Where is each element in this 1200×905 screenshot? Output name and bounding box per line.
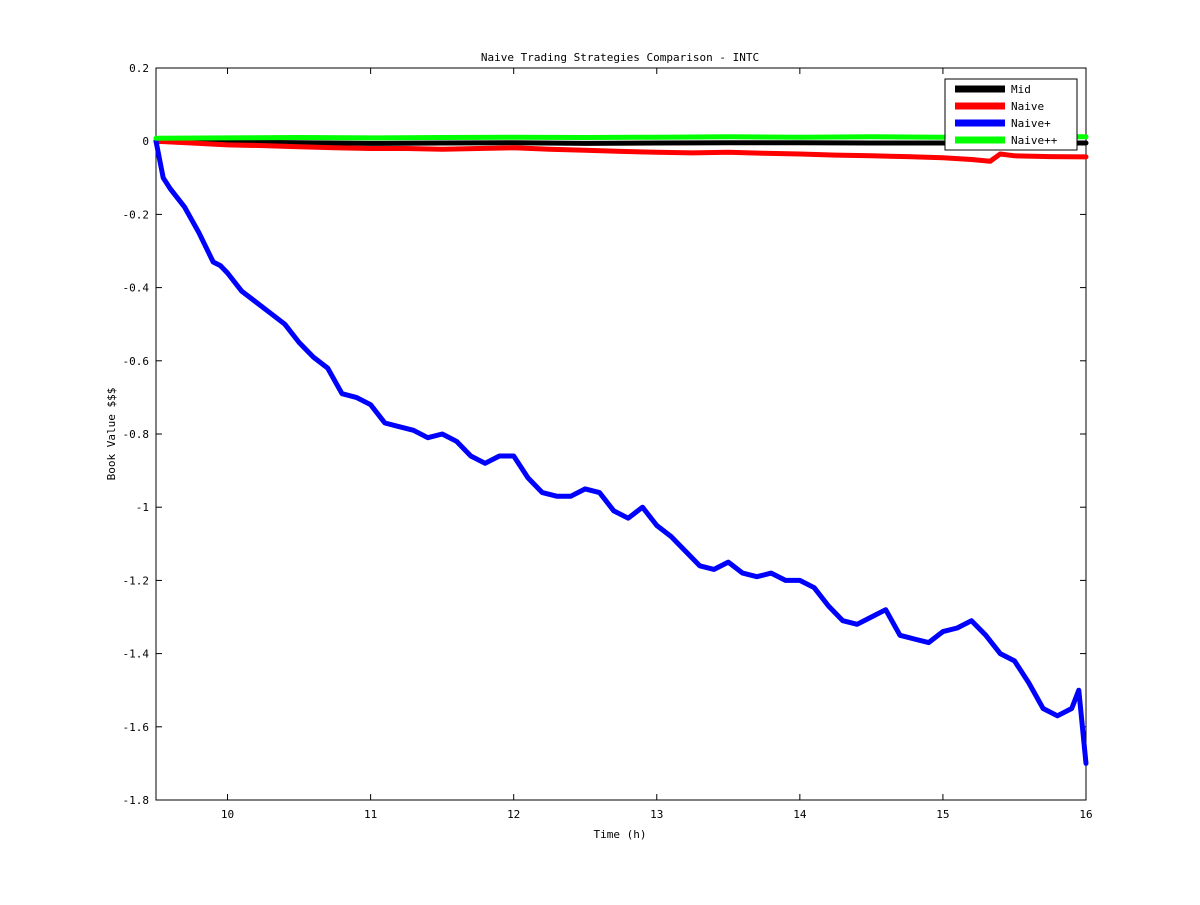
y-axis-label: Book Value $$$ [105, 388, 118, 481]
x-tick-label: 13 [650, 808, 663, 821]
x-tick-label: 11 [364, 808, 377, 821]
y-tick-label: -1.8 [123, 794, 150, 807]
y-tick-label: -0.8 [123, 428, 150, 441]
y-tick-label: -1.4 [123, 648, 150, 661]
legend: Mid Naive Naive+ Naive++ [944, 78, 1078, 151]
legend-label-naiveplusplus: Naive++ [1011, 134, 1058, 147]
legend-label-mid: Mid [1011, 83, 1031, 96]
y-tick-label: -1.2 [123, 574, 150, 587]
x-tick-label: 16 [1079, 808, 1092, 821]
x-tick-label: 10 [221, 808, 234, 821]
series-line-naiveplus [153, 138, 1089, 766]
chart-title: Naive Trading Strategies Comparison - IN… [481, 51, 759, 64]
series-line-mid [153, 138, 1089, 146]
y-tick-label: -1 [136, 501, 149, 514]
legend-label-naive: Naive [1011, 100, 1044, 113]
y-tick-label: -0.4 [123, 282, 150, 295]
y-tick-label: -1.6 [123, 721, 150, 734]
x-tick-label: 15 [936, 808, 949, 821]
x-axis-label: Time (h) [594, 828, 647, 841]
legend-label-naiveplus: Naive+ [1011, 117, 1051, 130]
y-tick-label: -0.6 [123, 355, 150, 368]
y-tick-label: 0.2 [129, 62, 149, 75]
y-tick-label: 0 [142, 135, 149, 148]
series-line-naiveplusplus [153, 134, 1089, 141]
x-tick-label: 14 [793, 808, 807, 821]
x-tick-label: 12 [507, 808, 520, 821]
plot-frame [155, 67, 1087, 801]
y-tick-label: -0.2 [123, 208, 150, 221]
series-line-naive [153, 138, 1089, 164]
plot-area: 10 11 12 13 14 15 16 0.2 0 -0.2 -0.4 -0.6 -0.8 -1 -1.2… [123, 62, 1093, 821]
